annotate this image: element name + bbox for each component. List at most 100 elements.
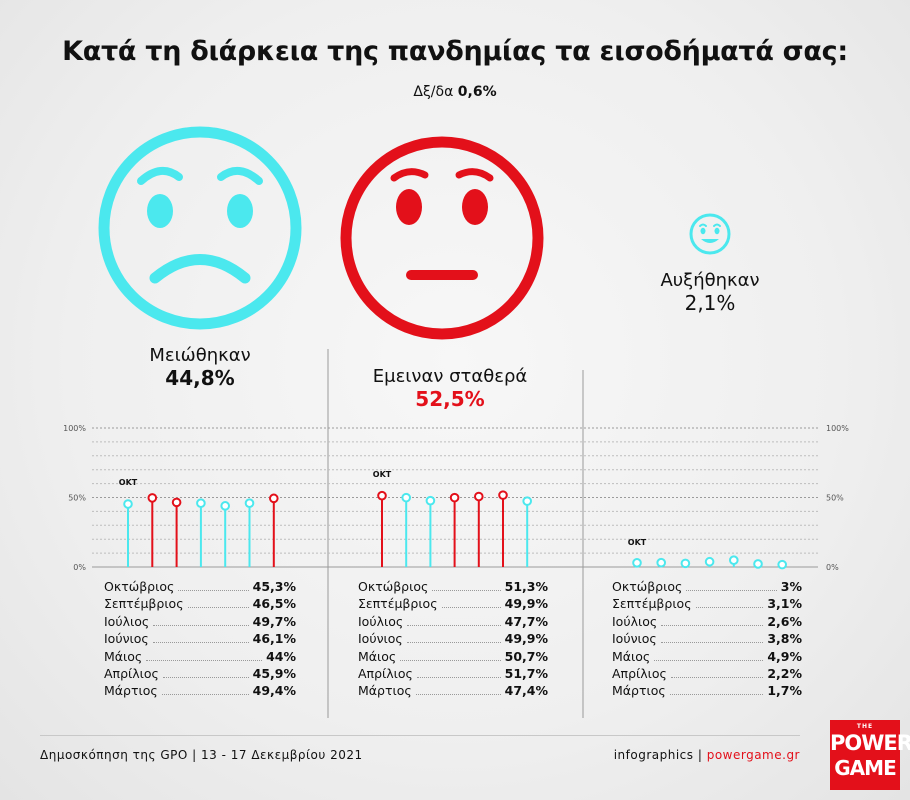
table-row: Ιούνιος 49,9% — [358, 631, 548, 649]
table-row: Μάρτιος 49,4% — [104, 683, 296, 701]
month-label: Μάιος — [612, 648, 651, 664]
increased-value: 2,1% — [684, 291, 736, 315]
lollipop-point — [147, 493, 158, 503]
lollipop-point — [401, 492, 412, 503]
table-row: Μάιος 50,7% — [358, 649, 548, 667]
footer-source: Δημοσκόπηση της GPO | 13 - 17 Δεκεμβρίου… — [40, 748, 363, 762]
footer-divider — [40, 735, 800, 736]
month-label: Ιούνιος — [612, 631, 657, 647]
table-row: Σεπτέμβριος 49,9% — [358, 596, 548, 614]
month-label: Μάρτιος — [104, 683, 158, 699]
lollipop-point — [777, 559, 788, 570]
month-label: Οκτώβριος — [104, 579, 175, 594]
month-label: Απρίλιος — [612, 666, 667, 681]
logo-line3: GAME — [834, 756, 896, 780]
stable-label: Εμειναν σταθερά — [372, 366, 528, 387]
table-row: Μάιος 4,9% — [612, 649, 802, 667]
decreased-value: 44,8% — [165, 366, 235, 390]
neutral-face-icon — [340, 136, 544, 340]
y-tick-label-right: 0% — [826, 563, 839, 572]
percent-value: 1,7% — [767, 683, 802, 699]
dotted-leader — [661, 642, 763, 644]
percent-value: 51,3% — [504, 579, 548, 594]
sad-face-icon — [98, 126, 302, 330]
month-label: Απρίλιος — [358, 666, 413, 681]
y-tick-label-left: 50% — [68, 494, 86, 503]
table-row: Οκτώβριος 51,3% — [358, 579, 548, 597]
logo-line1: THE — [856, 723, 874, 730]
lollipop-point — [244, 498, 255, 508]
lollipop-point — [196, 498, 206, 508]
table-row: Μάιος 44% — [104, 649, 296, 667]
dotted-leader — [416, 694, 501, 696]
increased-label: Αυξήθηκαν — [660, 270, 760, 291]
footer-credit-text: infographics | — [613, 748, 707, 762]
table-row: Μάρτιος 1,7% — [612, 683, 802, 701]
percent-value: 49,7% — [252, 613, 296, 629]
month-label: Μάρτιος — [612, 683, 666, 699]
footer-site-link[interactable]: powergame.gr — [706, 748, 800, 762]
table-row: Απρίλιος 51,7% — [358, 666, 548, 684]
dotted-leader — [671, 677, 763, 678]
stable-summary: Εμειναν σταθερά 52,5% — [340, 366, 560, 411]
footer-credit: infographics | powergame.gr — [614, 748, 800, 762]
percent-value: 4,9% — [767, 648, 802, 664]
lollipop-point — [656, 557, 667, 568]
month-label: Μάιος — [104, 648, 143, 664]
dotted-leader — [153, 624, 249, 626]
dotted-leader — [407, 642, 501, 644]
dotted-leader — [178, 590, 249, 591]
lollipop-point — [171, 497, 182, 508]
dotted-leader — [163, 677, 249, 678]
percent-value: 47,7% — [504, 613, 548, 629]
dotted-leader — [696, 607, 763, 609]
table-row: Οκτώβριος 3% — [612, 579, 802, 597]
y-tick-label-left: 0% — [73, 563, 86, 572]
percent-value: 44% — [266, 648, 296, 664]
lollipop-point — [377, 490, 387, 501]
percent-value: 45,9% — [252, 666, 296, 681]
lollipop-point — [425, 495, 436, 506]
lollipop-point — [474, 491, 484, 502]
month-label: Σεπτέμβριος — [612, 596, 692, 612]
dk-label: Δξ/δα — [413, 84, 454, 100]
percent-value: 2,6% — [767, 613, 802, 629]
table-row: Ιούλιος 47,7% — [358, 614, 548, 632]
y-tick-label-right: 50% — [826, 494, 844, 503]
dk-value: 0,6% — [457, 84, 497, 100]
percent-value: 3,8% — [767, 631, 802, 647]
okt-marker-label: ΟΚΤ — [373, 470, 392, 479]
dotted-leader — [432, 590, 501, 591]
lollipop-point — [123, 499, 133, 509]
lollipop-point — [269, 493, 279, 504]
table-row: Ιούλιος 2,6% — [612, 614, 802, 632]
lollipop-point — [632, 558, 642, 568]
page-title: Κατά τη διάρκεια της πανδημίας τα εισοδή… — [62, 36, 848, 67]
y-tick-label-left: 100% — [63, 424, 86, 433]
table-row: Ιούλιος 49,7% — [104, 614, 296, 632]
month-label: Ιούνιος — [104, 631, 149, 647]
lollipop-point — [498, 490, 508, 500]
month-label: Ιούλιος — [104, 613, 150, 629]
percent-value: 3,1% — [767, 596, 802, 612]
table-row: Απρίλιος 2,2% — [612, 666, 802, 684]
dotted-leader — [670, 694, 763, 696]
percent-value: 45,3% — [252, 579, 296, 594]
table-row: Ιούνιος 46,1% — [104, 631, 296, 649]
decreased-label: Μειώθηκαν — [149, 345, 251, 366]
lollipop-point — [680, 558, 691, 569]
lollipop-point — [704, 556, 715, 567]
dotted-leader — [654, 659, 763, 661]
table-row: Μάρτιος 47,4% — [358, 683, 548, 701]
lollipop-point — [753, 559, 763, 569]
dk-note: Δξ/δα 0,6% — [0, 84, 910, 100]
percent-value: 49,4% — [252, 683, 296, 699]
month-label: Ιούνιος — [358, 631, 403, 647]
table-row: Ιούνιος 3,8% — [612, 631, 802, 649]
lollipop-point — [449, 492, 460, 503]
dotted-leader — [188, 607, 249, 609]
lollipop-point — [220, 501, 230, 511]
percent-value: 50,7% — [504, 648, 548, 664]
percent-value: 46,1% — [252, 631, 296, 647]
